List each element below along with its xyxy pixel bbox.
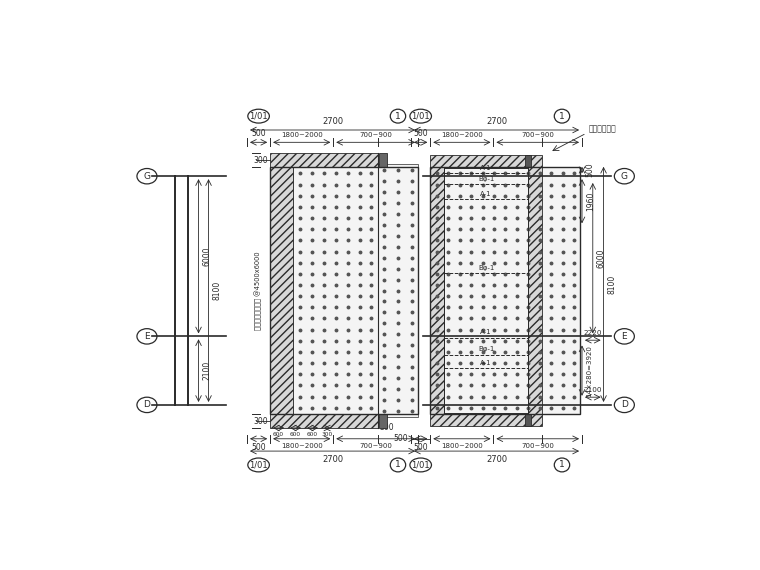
Text: 1: 1 (559, 112, 565, 121)
Text: 300: 300 (253, 156, 268, 165)
Bar (270, 414, 378, 428)
Text: 1/01: 1/01 (411, 112, 430, 121)
Text: 1960: 1960 (586, 192, 595, 211)
Text: 1: 1 (395, 461, 401, 470)
Text: 2700: 2700 (486, 455, 507, 464)
Text: 2100: 2100 (202, 361, 211, 380)
Bar (293, 167, 378, 414)
Text: 500: 500 (252, 129, 266, 139)
Bar (430, 167, 581, 414)
Bar (270, 167, 293, 414)
Text: 1: 1 (559, 461, 565, 470)
Text: 8100: 8100 (607, 275, 616, 294)
Text: 2700: 2700 (322, 117, 343, 126)
Text: 300: 300 (379, 424, 394, 433)
Bar (430, 154, 542, 167)
Text: A-1: A-1 (480, 329, 492, 335)
Text: Bφ-1: Bφ-1 (478, 265, 494, 271)
Text: 2100: 2100 (584, 388, 602, 393)
Bar (525, 154, 531, 167)
Text: 600: 600 (307, 432, 318, 437)
Text: 700~900: 700~900 (521, 132, 554, 139)
Text: 6000: 6000 (202, 247, 211, 266)
Text: 700~900: 700~900 (359, 443, 392, 449)
Text: 打孔进水層工具孔 @4500x6000: 打孔进水層工具孔 @4500x6000 (255, 251, 262, 330)
Text: 1/01: 1/01 (249, 112, 268, 121)
Bar (444, 169, 528, 413)
Bar (430, 167, 581, 414)
Text: A-1: A-1 (480, 360, 492, 366)
Text: E: E (144, 332, 150, 341)
Text: A-1: A-1 (480, 191, 492, 197)
Text: D: D (621, 400, 628, 409)
Text: 700~900: 700~900 (359, 132, 392, 139)
Bar (270, 153, 378, 167)
Text: 500: 500 (586, 162, 595, 177)
Text: E: E (622, 332, 627, 341)
Bar (379, 414, 387, 428)
Text: 700~900: 700~900 (521, 443, 554, 449)
Text: 2700: 2700 (322, 455, 343, 464)
Text: 1800~2000: 1800~2000 (281, 132, 322, 139)
Text: 600: 600 (273, 432, 284, 437)
Text: D: D (144, 400, 150, 409)
Text: 500: 500 (413, 443, 428, 451)
Text: 14×280=3920: 14×280=3920 (586, 345, 592, 397)
Text: Bφ-1: Bφ-1 (478, 176, 494, 182)
Text: 500: 500 (394, 434, 408, 443)
Bar (378, 164, 418, 417)
Text: A-1: A-1 (480, 165, 492, 171)
Text: 2700: 2700 (486, 117, 507, 126)
Bar (430, 167, 444, 414)
Bar (528, 167, 542, 414)
Bar (525, 414, 531, 426)
Text: 1800~2000: 1800~2000 (441, 443, 483, 449)
Text: 1/01: 1/01 (249, 461, 268, 470)
Text: G: G (144, 172, 150, 181)
Text: 300: 300 (253, 417, 268, 426)
Text: 6000: 6000 (597, 249, 606, 268)
Text: 500: 500 (413, 129, 428, 139)
Bar (430, 414, 542, 426)
Text: 1: 1 (395, 112, 401, 121)
Text: 1/01: 1/01 (411, 461, 430, 470)
Text: 500: 500 (252, 443, 266, 451)
Text: 1800~2000: 1800~2000 (441, 132, 483, 139)
Text: 注意事项说明: 注意事项说明 (588, 124, 616, 133)
Bar (270, 167, 418, 414)
Text: 600: 600 (290, 432, 301, 437)
Text: 2220: 2220 (584, 331, 602, 336)
Text: 8100: 8100 (212, 281, 221, 300)
Text: 300: 300 (321, 432, 333, 437)
Text: Bφ-1: Bφ-1 (478, 347, 494, 352)
Text: 1800~2000: 1800~2000 (281, 443, 322, 449)
Bar (379, 153, 387, 167)
Text: G: G (621, 172, 628, 181)
